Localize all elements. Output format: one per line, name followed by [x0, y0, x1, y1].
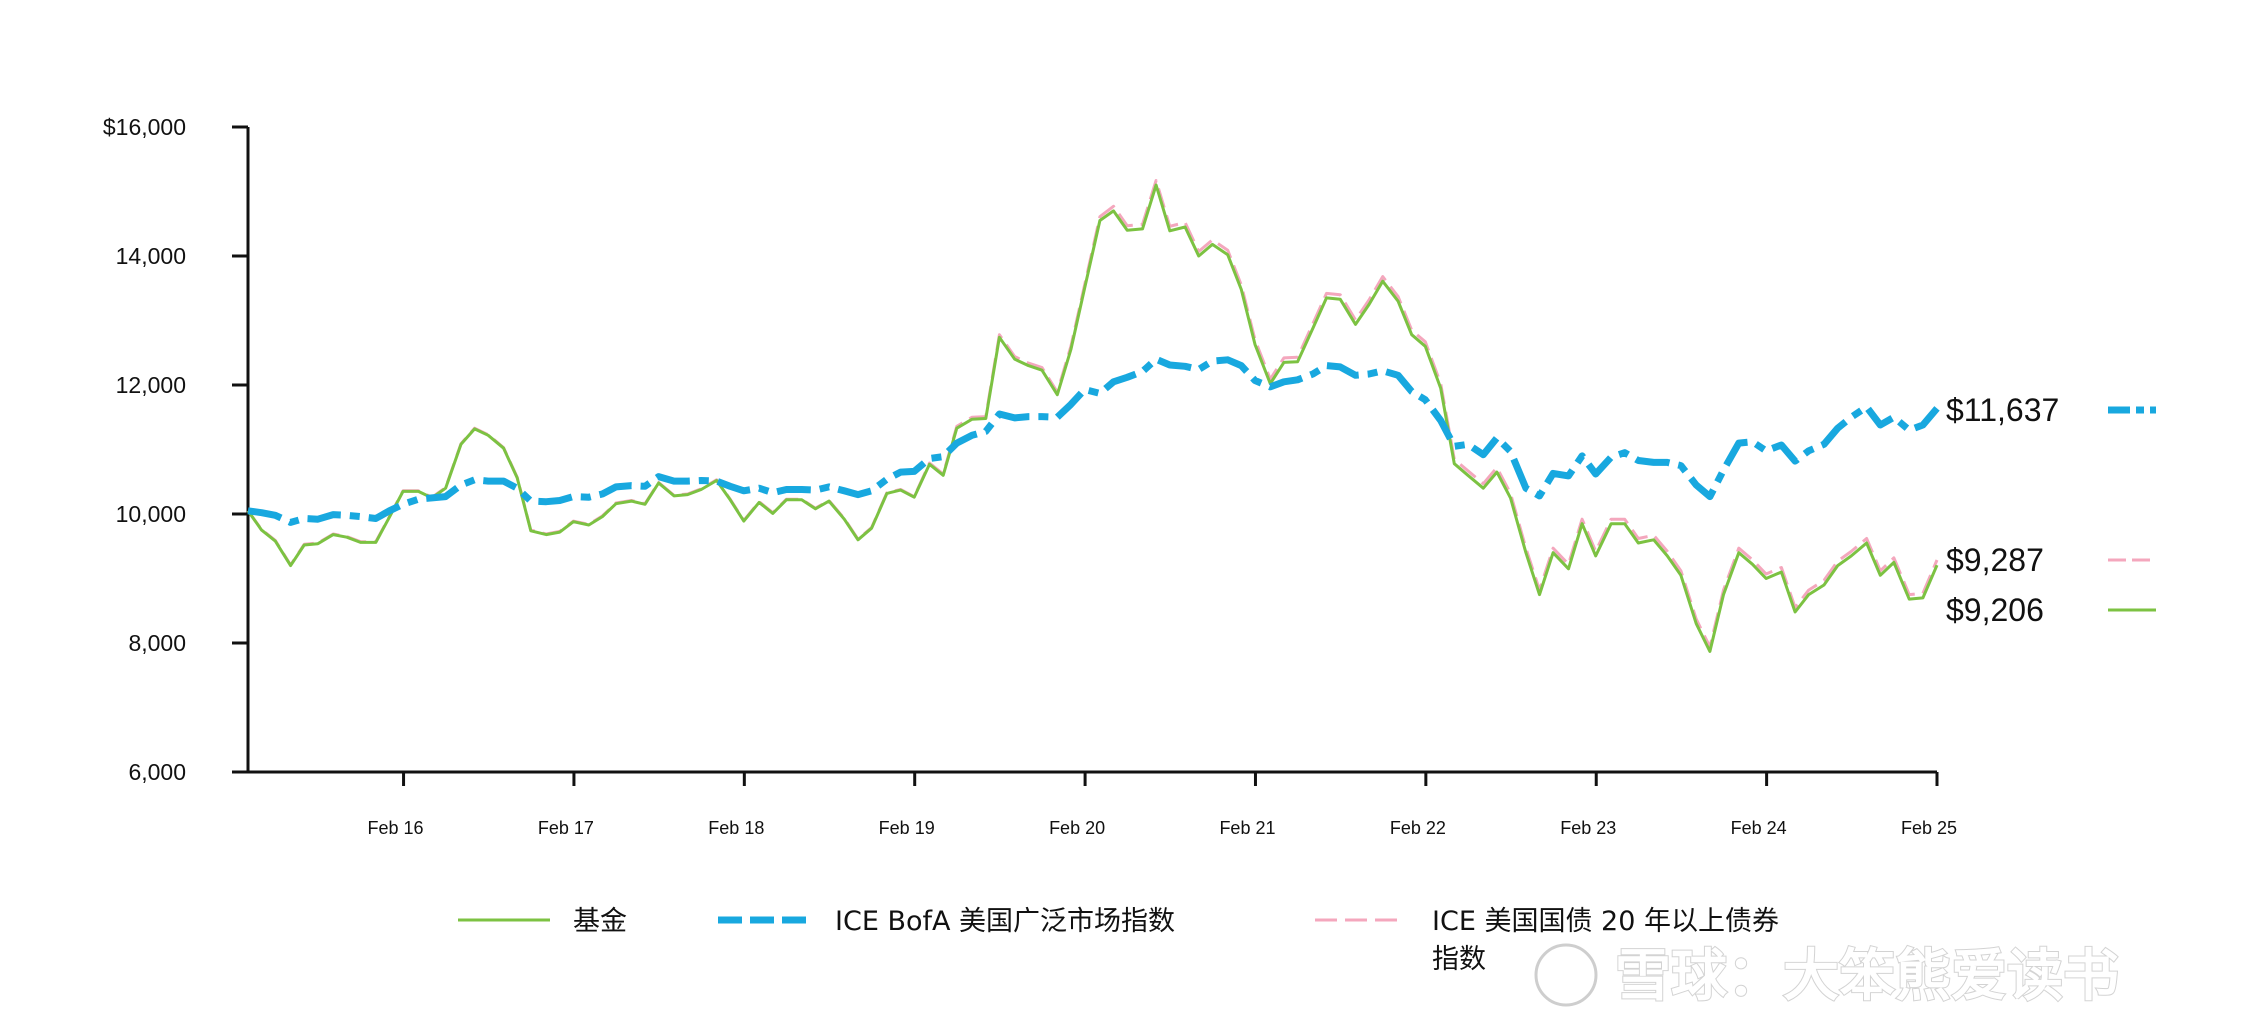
y-tick-label: 8,000 [128, 630, 186, 656]
end-value-labels: $11,637 $9,287 $9,206 [1946, 392, 2156, 628]
legend-label-treasury-index-line2: 指数 [1432, 944, 1486, 975]
end-label-fund: $9,206 [1946, 592, 2044, 628]
series-line-fund [246, 183, 1939, 653]
watermark-text: 雪球：大笨熊爱读书 [1615, 944, 2119, 1009]
x-tick-label: Feb 17 [538, 818, 594, 838]
end-label-broad-index: $11,637 [1946, 392, 2059, 428]
x-tick-label: Feb 18 [708, 818, 764, 838]
x-tick-label: Feb 19 [879, 818, 935, 838]
watermark-logo-icon [1534, 943, 1598, 1007]
y-tick-label: 10,000 [116, 501, 186, 527]
x-tick-label: Feb 21 [1219, 818, 1275, 838]
x-tick-label: Feb 23 [1560, 818, 1616, 838]
legend-item-broad-index: ICE BofA 美国广泛市场指数 [718, 906, 1175, 937]
x-tick-label: Feb 24 [1731, 818, 1787, 838]
x-tick-label: Feb 16 [368, 818, 424, 838]
x-axis-ticks: Feb 16 Feb 17 Feb 18 Feb 19 Feb 20 Feb 21 Feb … [368, 772, 1957, 838]
y-tick-label: 6,000 [128, 759, 186, 785]
series-lines [246, 179, 1940, 653]
y-tick-label: 14,000 [116, 243, 186, 269]
legend-label-broad-index: ICE BofA 美国广泛市场指数 [835, 906, 1175, 937]
x-tick-label: Feb 25 [1901, 818, 1957, 838]
legend-item-treasury-index: ICE 美国国债 20 年以上债券 指数 [1315, 906, 1779, 975]
series-line-broad-index [247, 355, 1940, 526]
axes [246, 127, 1937, 774]
end-label-treasury-index: $9,287 [1946, 542, 2044, 578]
legend-item-fund: 基金 [458, 906, 627, 937]
y-tick-label: $16,000 [103, 114, 186, 140]
y-axis-ticks: $16,000 14,000 12,000 10,000 8,000 6,000 [103, 114, 248, 785]
y-tick-label: 12,000 [116, 372, 186, 398]
legend-label-fund: 基金 [573, 906, 627, 937]
legend-label-treasury-index: ICE 美国国债 20 年以上债券 [1432, 906, 1779, 937]
watermark: 雪球：大笨熊爱读书 [1534, 943, 2120, 1010]
x-tick-label: Feb 22 [1390, 818, 1446, 838]
legend: 基金 ICE BofA 美国广泛市场指数 ICE 美国国债 20 年以上债券 指… [458, 906, 1779, 975]
x-tick-label: Feb 20 [1049, 818, 1105, 838]
